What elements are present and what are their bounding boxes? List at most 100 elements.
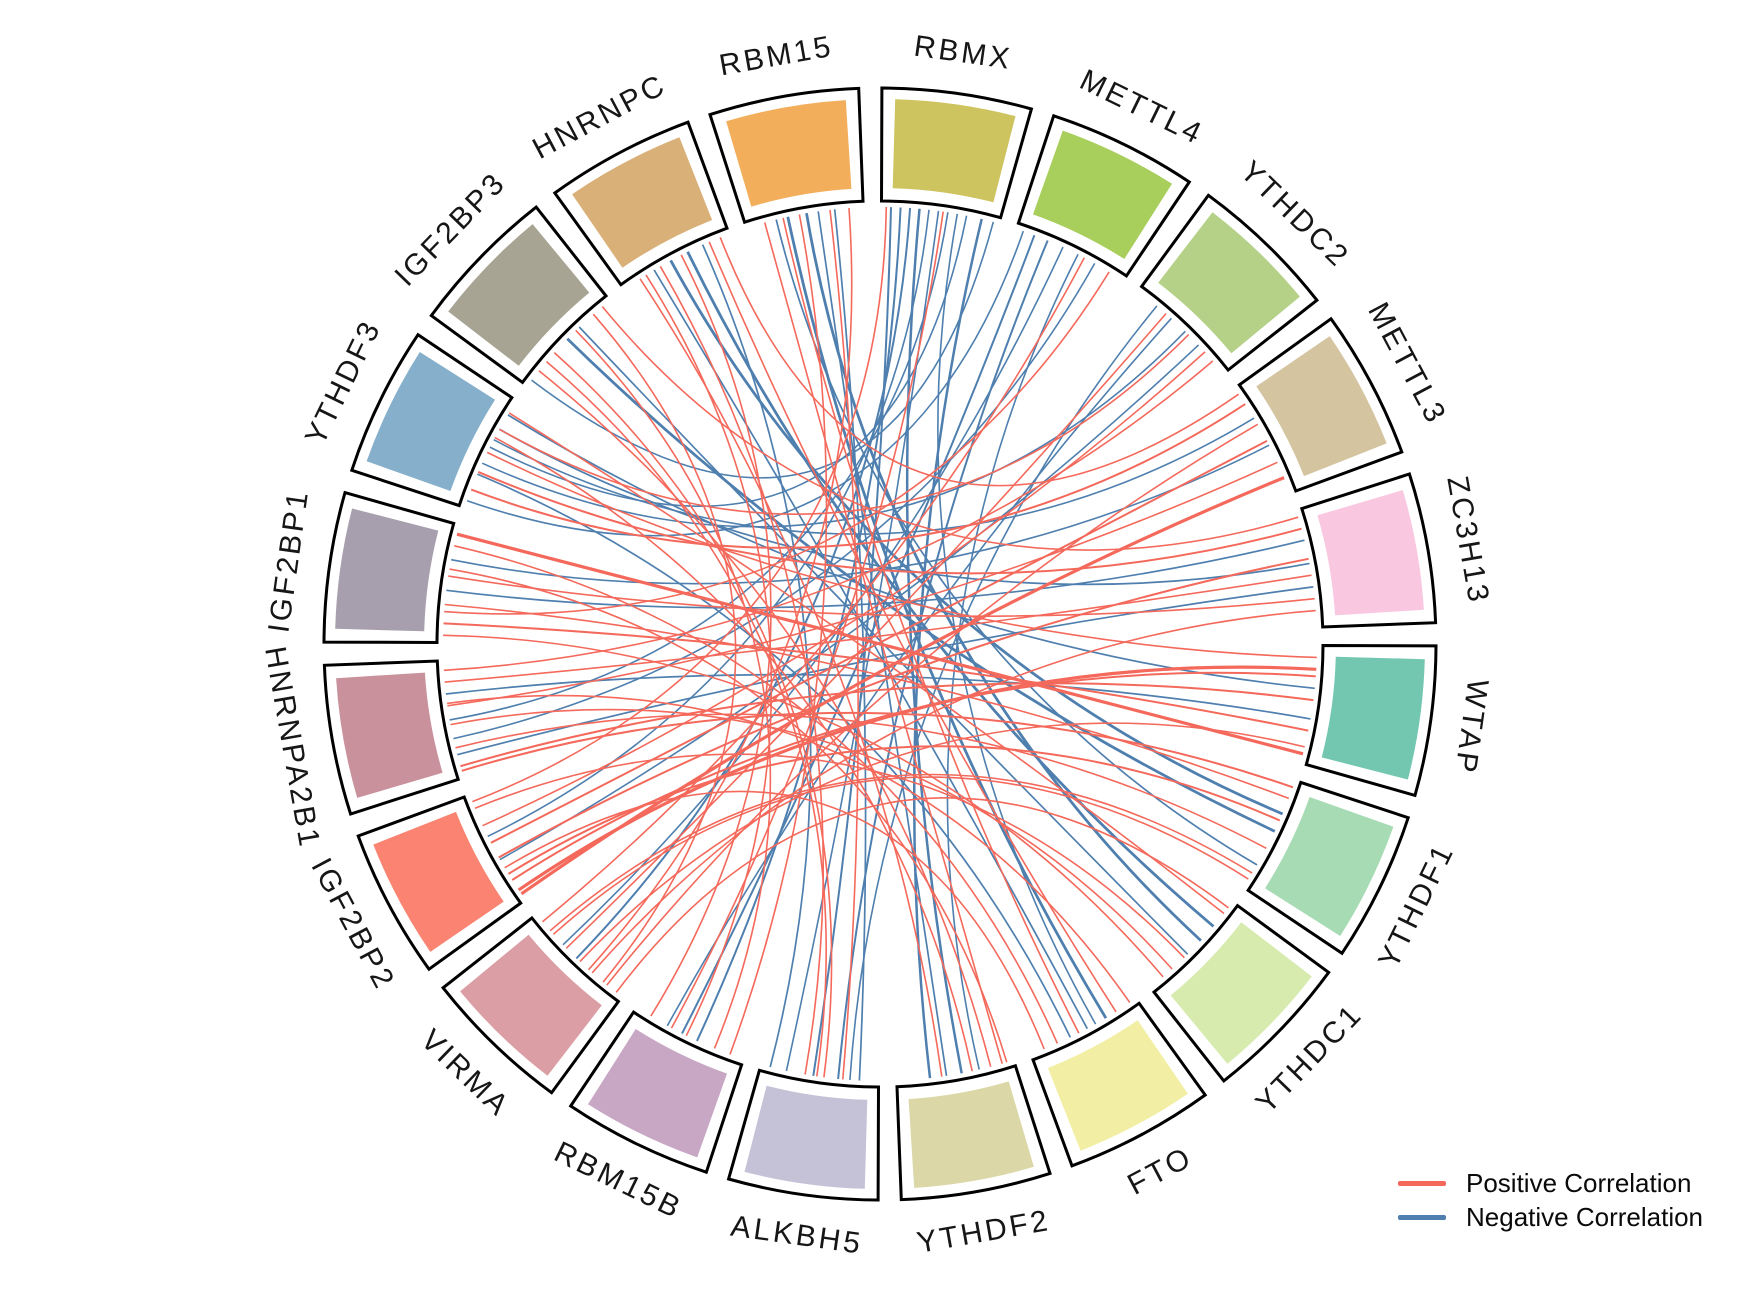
chord-neg-YTHDC2-RBM15B [666, 317, 1172, 1027]
chord-neg-WTAP-HNRNPA2B1 [445, 673, 1311, 720]
chord-pos-IGF2BP2-WTAP [517, 665, 1317, 892]
chord-pos-HNRNPA2B1-YTHDF1 [455, 713, 1267, 850]
sector-fill-HNRNPC [572, 137, 713, 268]
sector-label-WTAP: WTAP [1448, 677, 1494, 777]
chord-pos-METTL3-IGF2BP2 [520, 476, 1285, 896]
chord-pos-IGF2BP2-METTL3 [490, 440, 1268, 844]
chord-pos-VIRMA-METTL4 [541, 257, 1086, 923]
chord-pos-HNRNPC-ALKBH5 [659, 265, 824, 1075]
chord-pos-IGF2BP1-YTHDF1 [444, 603, 1290, 800]
chord-pos-HNRNPA2B1-YTHDC1 [450, 708, 1173, 970]
chord-pos-YTHDF3-ZC3H13 [477, 470, 1302, 575]
chord-pos-YTHDF3-METTL3 [470, 403, 1246, 549]
sector-fill-RBMX [892, 99, 1016, 203]
sector-fill-METTL3 [1256, 336, 1387, 477]
sector-fill-HNRNPA2B1 [336, 672, 443, 798]
chord-neg-METTL4-RBM15B [681, 234, 1036, 1035]
sector-label-IGF2BP1: IGF2BP1 [262, 487, 315, 635]
sector-fill-RBM15 [726, 100, 852, 207]
chord-pos-IGF2BP3-YTHDF2 [538, 370, 992, 1067]
chord-neg-RBMX-HNRNPA2B1 [449, 212, 949, 721]
sector-fill-WTAP [1321, 656, 1425, 780]
chord-pos-ZC3H13-IGF2BP3 [601, 305, 1299, 551]
chord-pos-RBM15-FTO [782, 217, 1080, 1034]
chord-neg-RBMX-IGF2BP2 [487, 209, 930, 838]
chord-neg-ZC3H13-IGF2BP1 [446, 539, 1305, 609]
chord-neg-ALKBH5-RBM15 [833, 209, 867, 1081]
chord-pos-RBM15-VIRMA [588, 208, 853, 971]
sector-fill-YTHDF3 [366, 352, 495, 491]
sector-label-RBM15: RBM15 [717, 30, 836, 82]
chord-neg-RBMX-YTHDF3 [489, 215, 968, 507]
chord-neg-RBMX-YTHDF2 [913, 218, 983, 1079]
sector-label-YTHDF2: YTHDF2 [915, 1204, 1053, 1260]
legend-label-positive: Positive Correlation [1466, 1167, 1692, 1198]
chord-pos-YTHDF2-YTHDF3 [494, 436, 973, 1072]
chord-pos-YTHDF2-IGF2BP1 [449, 568, 1008, 1063]
chord-pos-IGF2BP1-FTO [454, 545, 1059, 1044]
chord-neg-YTHDF1-HNRNPC [669, 259, 1284, 816]
chord-pos-IGF2BP1-ZC3H13 [448, 575, 1315, 617]
sector-fill-METTL4 [1033, 130, 1172, 259]
sector-fill-ZC3H13 [1317, 490, 1424, 616]
chord-neg-YTHDC2-IGF2BP2 [499, 344, 1200, 861]
chord-pos-RBMX-IGF2BP2 [472, 206, 888, 803]
chord-pos-YTHDC1-VIRMA [615, 797, 1229, 993]
sector-label-FTO: FTO [1122, 1140, 1198, 1201]
chord-neg-WTAP-YTHDF3 [507, 414, 1315, 690]
chord-pos-HNRNPA2B1-METTL3 [447, 461, 1278, 707]
chord-pos-WTAP-IGF2BP1 [456, 532, 1304, 756]
chord-pos-IGF2BP3-ALKBH5 [553, 352, 833, 1078]
chord-pos-YTHDF3-YTHDC2 [499, 334, 1190, 515]
sector-label-RBMX: RBMX [912, 30, 1014, 76]
chord-pos-FTO-HNRNPA2B1 [446, 694, 1131, 1004]
chord-pos-ALKBH5-IGF2BP3 [545, 360, 827, 1077]
sector-fill-IGF2BP3 [448, 224, 590, 366]
chord-pos-IGF2BP2-YTHDF1 [507, 745, 1281, 875]
chord-pos-FTO-IGF2BP2 [504, 790, 1045, 1050]
chord-pos-VIRMA-YTHDC2 [565, 313, 1167, 949]
legend-item-positive: Positive Correlation [1398, 1168, 1703, 1198]
chord-neg-ZC3H13-YTHDF3 [498, 428, 1310, 586]
chord-pos-METTL3-HNRNPC [719, 237, 1240, 487]
chord-pos-RBM15-RBM15B [729, 214, 828, 1055]
chord-pos-VIRMA-YTHDF1 [549, 773, 1253, 932]
sector-label-ZC3H13: ZC3H13 [1440, 474, 1495, 607]
chord-pos-VIRMA-METTL3 [606, 423, 1259, 986]
positive-correlation-line-swatch [1398, 1180, 1446, 1186]
sector-fill-IGF2BP2 [373, 811, 504, 952]
sector-fill-RBM15B [588, 1029, 727, 1158]
sector-fill-YTHDC2 [1158, 212, 1300, 354]
sector-fill-IGF2BP1 [335, 508, 439, 632]
chord-neg-YTHDF1-IGF2BP3 [566, 337, 1276, 833]
chord-neg-METTL4-YTHDF3 [466, 230, 1025, 537]
legend: Positive Correlation Negative Correlatio… [1398, 1168, 1703, 1232]
sector-fill-YTHDC1 [1170, 922, 1312, 1064]
sector-label-ALKBH5: ALKBH5 [729, 1210, 865, 1261]
chord-pos-RBM15-ALKBH5 [829, 209, 859, 1080]
sector-fill-FTO [1047, 1020, 1188, 1151]
chord-neg-ALKBH5-HNRNPC [701, 244, 812, 1068]
chord-pos-IGF2BP3-VIRMA [592, 313, 737, 983]
chord-pos-YTHDF1-VIRMA [552, 776, 1249, 935]
chord-pos-HNRNPA2B1-WTAP [460, 682, 1314, 768]
sector-fill-YTHDF2 [908, 1081, 1034, 1188]
sector-fill-YTHDF1 [1265, 797, 1394, 936]
chord-pos-IGF2BP1-WTAP [443, 622, 1309, 732]
chords-layer [443, 206, 1317, 1081]
sector-fill-ALKBH5 [744, 1085, 868, 1189]
chord-pos-IGF2BP2-YTHDC1 [474, 753, 1185, 959]
chord-pos-VIRMA-WTAP [579, 722, 1305, 963]
chord-pos-YTHDC1-IGF2BP1 [443, 634, 1164, 978]
legend-label-negative: Negative Correlation [1466, 1201, 1704, 1232]
chord-pos-RBM15B-RBMX [670, 211, 944, 1029]
chord-pos-YTHDF1-HNRNPA2B1 [461, 711, 1294, 789]
chord-pos-HNRNPC-FTO [708, 241, 1117, 1013]
sector-fill-VIRMA [460, 934, 602, 1076]
chord-pos-IGF2BP3-RBM15B [575, 329, 772, 1049]
negative-correlation-line-swatch [1398, 1214, 1446, 1220]
legend-item-negative: Negative Correlation [1398, 1202, 1703, 1232]
sector-label-HNRNPA2B1: HNRNPA2B1 [258, 644, 326, 851]
